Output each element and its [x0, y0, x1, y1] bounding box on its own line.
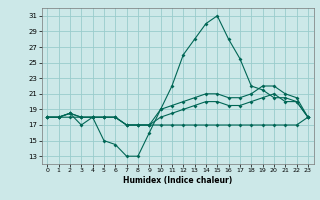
- X-axis label: Humidex (Indice chaleur): Humidex (Indice chaleur): [123, 176, 232, 185]
